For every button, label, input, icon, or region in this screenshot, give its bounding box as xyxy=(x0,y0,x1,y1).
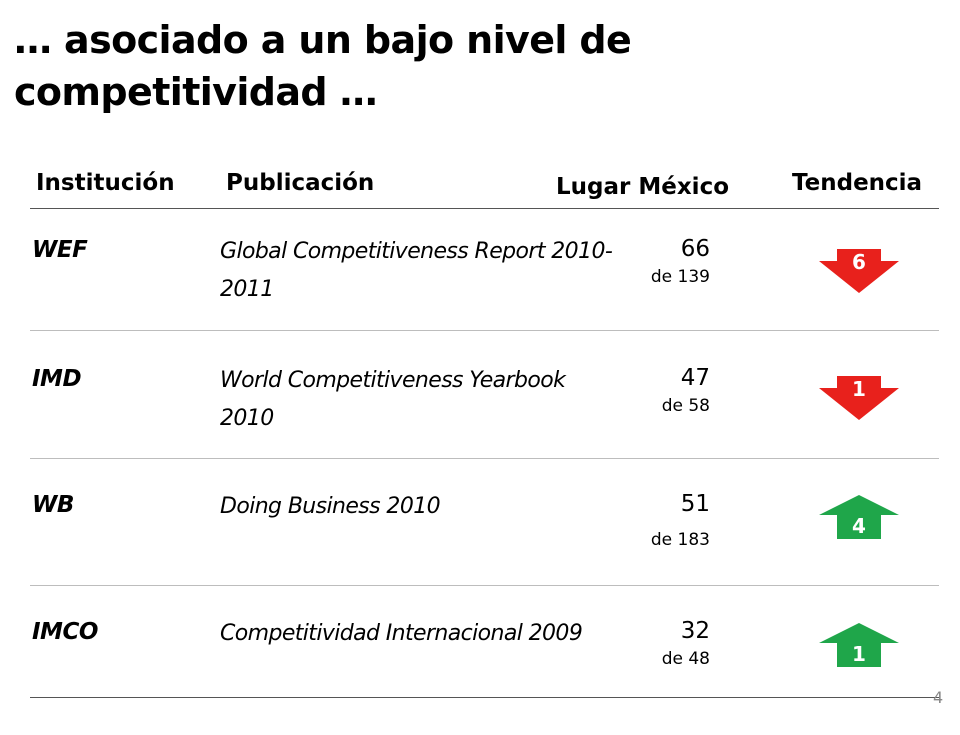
row-institution: IMCO xyxy=(32,619,98,645)
row-divider xyxy=(30,458,939,459)
table-row: WEF Global Competitiveness Report 2010-2… xyxy=(0,233,960,353)
rank-total: de 58 xyxy=(661,396,710,416)
trend-value: 1 xyxy=(852,377,866,401)
rank-value: 51 xyxy=(680,491,710,517)
row-institution: WEF xyxy=(32,237,88,263)
row-institution: WB xyxy=(32,492,74,518)
row-publication: World Competitiveness Yearbook 2010 xyxy=(220,368,566,431)
rank-total: de 139 xyxy=(650,267,710,287)
rank-total: de 183 xyxy=(650,530,710,550)
trend-up-arrow-icon: 4 xyxy=(819,495,899,539)
row-rank: 32 de 48 xyxy=(662,615,710,671)
header-institucion: Institución xyxy=(36,170,175,196)
header-tendencia: Tendencia xyxy=(792,170,923,196)
header-lugar-mexico: Lugar México xyxy=(556,174,730,200)
row-publication: Global Competitiveness Report 2010-2011 xyxy=(220,239,613,302)
table-bottom-rule xyxy=(30,697,939,698)
trend-value: 4 xyxy=(852,514,866,538)
rank-value: 32 xyxy=(680,618,710,644)
row-rank: 51 de 183 xyxy=(651,488,710,552)
row-divider xyxy=(30,585,939,586)
table-row: IMCO Competitividad Internacional 2009 3… xyxy=(0,615,960,735)
row-institution: IMD xyxy=(32,366,82,392)
row-rank: 47 de 58 xyxy=(662,362,710,418)
header-publicacion: Publicación xyxy=(226,170,375,196)
page-number: 4 xyxy=(933,688,944,707)
trend-up-arrow-icon: 1 xyxy=(819,623,899,667)
rank-value: 66 xyxy=(680,236,710,262)
trend-value: 1 xyxy=(852,642,866,666)
row-divider xyxy=(30,330,939,331)
table-row: IMD World Competitiveness Yearbook 2010 … xyxy=(0,362,960,482)
trend-down-arrow-icon: 6 xyxy=(819,249,899,293)
row-publication: Doing Business 2010 xyxy=(220,494,441,519)
table-row: WB Doing Business 2010 51 de 183 4 xyxy=(0,488,960,608)
trend-value: 6 xyxy=(852,250,866,274)
slide-title: … asociado a un bajo nivel de competitiv… xyxy=(14,18,632,114)
rank-value: 47 xyxy=(680,365,710,391)
trend-down-arrow-icon: 1 xyxy=(819,376,899,420)
row-rank: 66 de 139 xyxy=(651,233,710,289)
row-publication: Competitividad Internacional 2009 xyxy=(220,621,583,646)
header-rule xyxy=(30,208,939,209)
rank-total: de 48 xyxy=(661,649,710,669)
